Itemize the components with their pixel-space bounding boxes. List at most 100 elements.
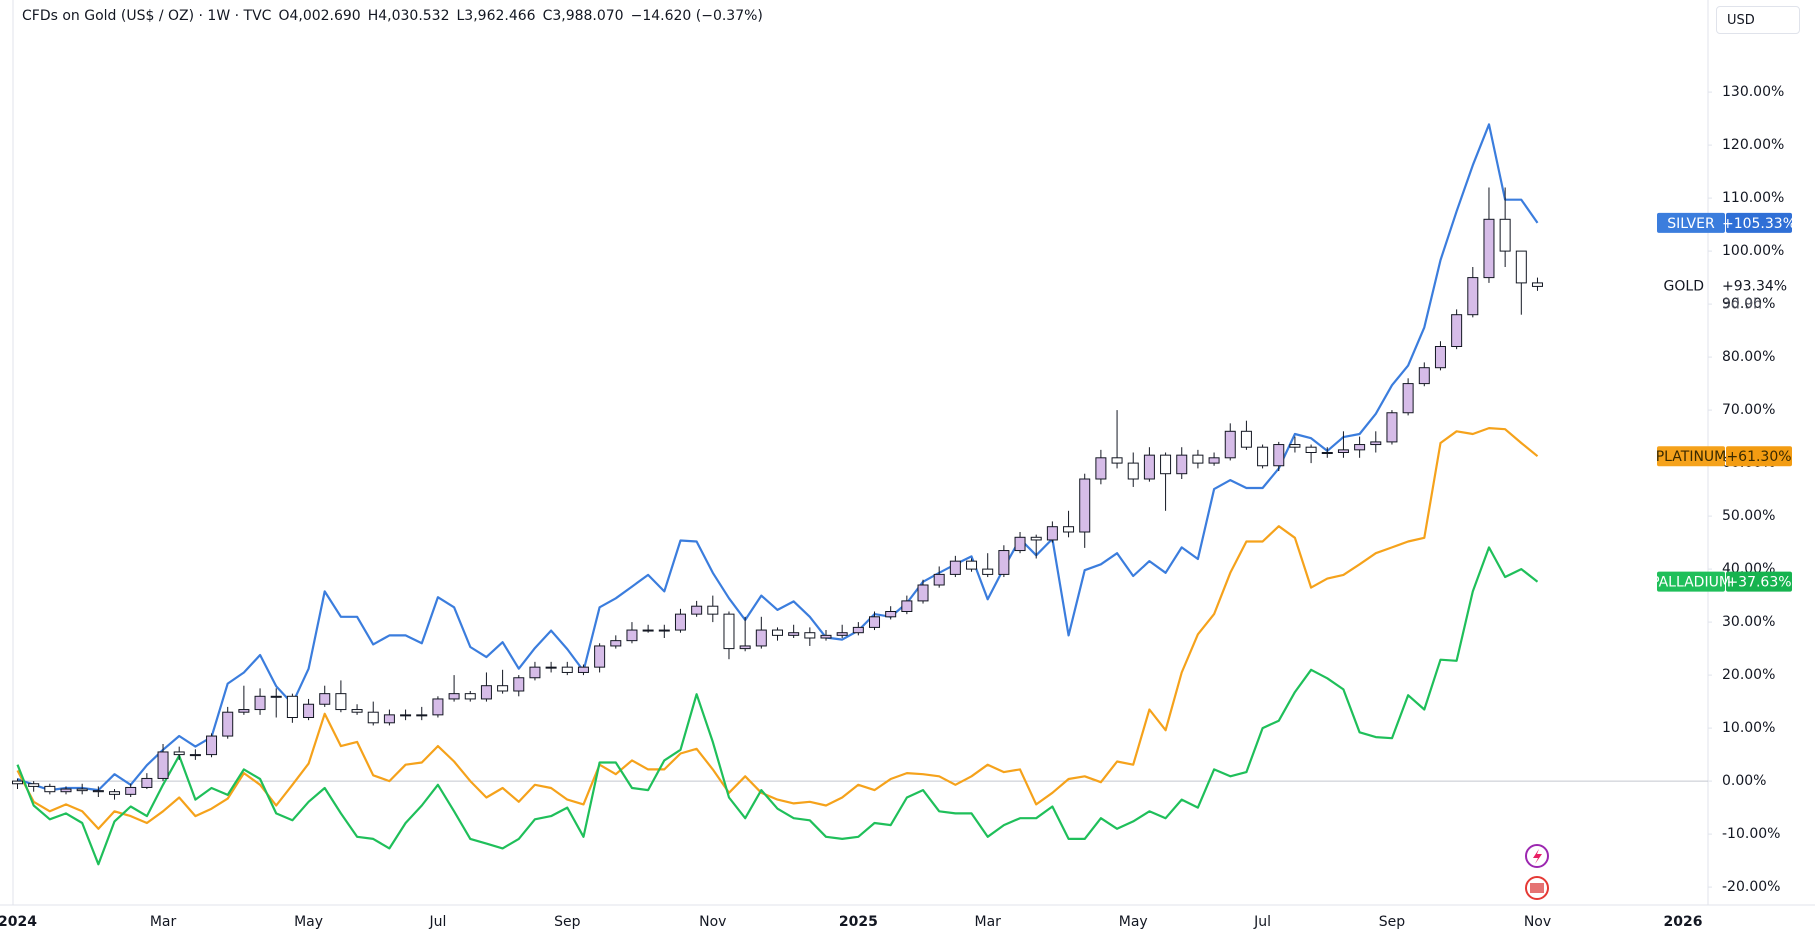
candle-body	[1370, 441, 1382, 446]
legend-name: SILVER	[1667, 216, 1715, 232]
y-tick-label: 130.00%	[1722, 84, 1784, 100]
y-tick-label: 120.00%	[1722, 137, 1784, 153]
y-tick-label: 90.00%	[1722, 296, 1775, 312]
candle-body	[1111, 457, 1123, 464]
candle-body	[901, 600, 913, 613]
candle-body	[1208, 457, 1220, 464]
candle-body	[707, 605, 719, 615]
candle-body	[674, 613, 686, 631]
candle-body	[400, 714, 412, 717]
y-tick-label: 50.00%	[1722, 508, 1775, 524]
candle-body	[545, 666, 557, 669]
candle-body	[1127, 462, 1139, 480]
candle-body	[28, 783, 40, 787]
candle-body	[771, 629, 783, 636]
tag-name-box	[1657, 212, 1725, 233]
close: C3,988.070	[542, 8, 624, 24]
candle-body	[1176, 454, 1188, 475]
candle-body	[383, 714, 395, 724]
candle-body	[1305, 446, 1317, 454]
candle-body	[448, 693, 460, 700]
candle-body	[1483, 218, 1495, 279]
candle-body	[513, 677, 525, 692]
x-tick-label: Sep	[554, 914, 581, 930]
candle-body	[869, 616, 881, 628]
candle-body	[1386, 412, 1398, 443]
x-tick-label: Nov	[699, 914, 726, 930]
candle-body	[1467, 277, 1479, 316]
candle-body	[286, 695, 298, 718]
last-value-label: +105.33%	[1722, 216, 1796, 232]
candle-body	[804, 632, 816, 639]
candle-body	[1014, 536, 1026, 552]
candle-body	[982, 568, 994, 575]
legend-name: PALLADIUM	[1651, 575, 1731, 591]
candle-body	[836, 632, 848, 636]
candle-body	[658, 629, 670, 632]
last-value-label: +37.63%	[1726, 575, 1791, 591]
tag-value-box	[1726, 446, 1792, 467]
currency-button[interactable]: USD	[1716, 6, 1800, 34]
candle-body	[577, 666, 589, 673]
x-tick-label: Mar	[150, 914, 177, 930]
legend-name: PLATINUM	[1656, 449, 1727, 465]
candle-body	[933, 573, 945, 586]
last-value-label: +93.34%	[1722, 278, 1787, 294]
candle-body	[1402, 383, 1414, 414]
candle-body	[917, 584, 929, 602]
candle-body	[1240, 430, 1252, 448]
candle-body	[852, 626, 864, 634]
candle-body	[141, 777, 153, 788]
candle-body	[1192, 454, 1204, 464]
candle-body	[367, 711, 379, 724]
candle-body	[1063, 526, 1075, 533]
y-tick-label: -20.00%	[1722, 879, 1780, 895]
candle-body	[189, 754, 201, 757]
x-tick-label: 2026	[1664, 914, 1703, 930]
lightning-glyph	[1533, 849, 1542, 864]
candle-body	[1418, 367, 1430, 385]
y-tick-label: 80.00%	[1722, 349, 1775, 365]
candle-body	[1337, 449, 1349, 454]
tag-value-box	[1726, 212, 1792, 233]
candle-body	[109, 791, 121, 795]
x-tick-label: Jul	[1253, 914, 1271, 930]
candle-body	[44, 785, 56, 793]
series-line	[16, 546, 1539, 866]
candle-body	[1321, 452, 1333, 454]
candle-body	[222, 711, 234, 737]
candle-body	[206, 735, 218, 756]
candle-body	[594, 645, 606, 668]
candle-body	[998, 550, 1010, 575]
candle-body	[788, 632, 800, 636]
candle-body	[157, 751, 169, 779]
candle-body	[1499, 218, 1511, 252]
candle-body	[335, 693, 347, 711]
candle-body	[966, 560, 978, 570]
candle-body	[610, 640, 622, 647]
candle-body	[1143, 454, 1155, 480]
candles	[12, 187, 1543, 800]
x-tick-label: 2025	[839, 914, 878, 930]
symbol-title: CFDs on Gold (US$ / OZ) · 1W · TVC	[22, 8, 272, 24]
x-tick-label: Sep	[1379, 914, 1406, 930]
candle-body	[1257, 446, 1269, 467]
x-tick-label: Nov	[1524, 914, 1551, 930]
candle-body	[254, 695, 266, 711]
candle-body	[12, 780, 23, 785]
candle-body	[642, 629, 654, 632]
last-value-label: +61.30%	[1726, 449, 1791, 465]
candle-body	[691, 605, 703, 615]
candle-body	[1515, 250, 1527, 284]
open: O4,002.690	[278, 8, 361, 24]
x-tick-label: 2024	[0, 914, 37, 930]
tag-name-box	[1657, 571, 1725, 592]
candle-body	[626, 629, 638, 642]
candle-body	[60, 788, 72, 793]
candle-body	[885, 611, 897, 618]
tag-value-box	[1726, 571, 1792, 592]
y-tick-label: 100.00%	[1722, 243, 1784, 259]
y-tick-label: 110.00%	[1722, 190, 1784, 206]
